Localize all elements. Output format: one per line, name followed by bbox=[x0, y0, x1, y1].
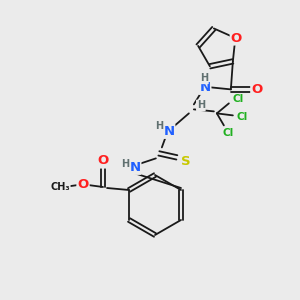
Text: H: H bbox=[197, 100, 205, 110]
Text: O: O bbox=[77, 178, 88, 191]
Text: Cl: Cl bbox=[232, 94, 244, 104]
Text: O: O bbox=[231, 32, 242, 44]
Text: H: H bbox=[121, 159, 129, 170]
Text: H: H bbox=[200, 74, 208, 83]
Text: N: N bbox=[199, 81, 210, 94]
Text: O: O bbox=[251, 83, 262, 96]
Text: CH₃: CH₃ bbox=[50, 182, 70, 192]
Text: Cl: Cl bbox=[236, 112, 248, 122]
Text: N: N bbox=[163, 125, 174, 138]
Text: S: S bbox=[181, 155, 191, 168]
Text: N: N bbox=[129, 161, 140, 174]
Text: H: H bbox=[155, 122, 163, 131]
Text: O: O bbox=[98, 154, 109, 167]
Text: Cl: Cl bbox=[222, 128, 233, 138]
